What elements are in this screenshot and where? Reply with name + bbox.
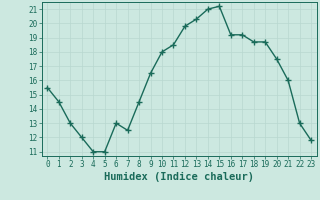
X-axis label: Humidex (Indice chaleur): Humidex (Indice chaleur) bbox=[104, 172, 254, 182]
